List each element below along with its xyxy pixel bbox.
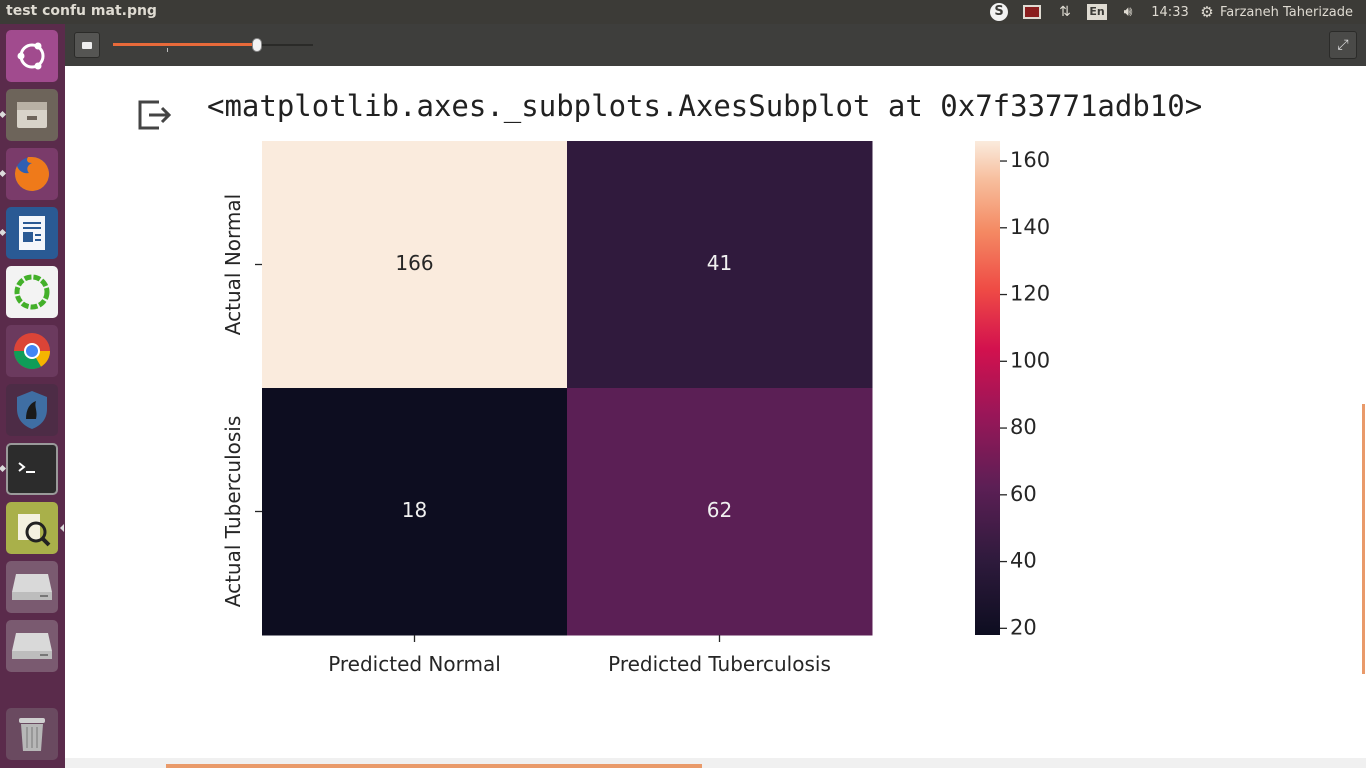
vertical-scroll-indicator[interactable]	[1362, 404, 1365, 674]
y-tick-label: Actual Tuberculosis	[221, 416, 245, 608]
anaconda-navigator-icon[interactable]	[6, 266, 58, 318]
skype-icon[interactable]: S	[989, 2, 1009, 22]
libreoffice-writer-icon[interactable]	[6, 207, 58, 259]
heatmap-cell	[567, 388, 873, 636]
chrome-icon[interactable]	[6, 325, 58, 377]
terminal-icon[interactable]	[6, 443, 58, 495]
cell-value-label: 41	[707, 251, 732, 275]
keyboard-layout-label: En	[1087, 4, 1107, 20]
bottom-strip	[65, 758, 1366, 768]
output-text: <matplotlib.axes._subplots.AxesSubplot a…	[207, 89, 1203, 123]
heatmap-cell	[262, 141, 568, 389]
cell-value-label: 166	[395, 251, 433, 275]
minus-icon	[82, 41, 92, 49]
slider-tick	[167, 48, 168, 52]
colorbar-tick-label: 20	[1010, 615, 1037, 639]
y-tick-label: Actual Normal	[221, 194, 245, 335]
cell-value-label: 62	[707, 498, 732, 522]
file-manager-icon[interactable]	[6, 89, 58, 141]
colorbar	[975, 141, 1000, 635]
skype-glyph: S	[990, 3, 1008, 21]
tor-browser-icon[interactable]	[6, 384, 58, 436]
window-title: test confu mat.png	[6, 3, 157, 19]
network-icon[interactable]: ⇅	[1059, 4, 1071, 20]
colorbar-tick-label: 160	[1010, 148, 1050, 172]
volume-icon[interactable]: 🔊︎	[1123, 4, 1133, 20]
zoom-slider[interactable]	[113, 38, 313, 52]
ubuntu-dash-icon[interactable]	[6, 30, 58, 82]
colorbar-tick-label: 100	[1010, 348, 1050, 372]
firefox-icon[interactable]	[6, 148, 58, 200]
drive-icon[interactable]	[6, 561, 58, 613]
output-icon	[138, 100, 172, 130]
launcher	[0, 24, 65, 768]
keyboard-layout-indicator[interactable]: En	[1087, 2, 1107, 22]
heatmap-cell	[567, 141, 873, 389]
x-tick-label: Predicted Tuberculosis	[608, 652, 831, 676]
expand-icon: ⤢	[1337, 37, 1349, 53]
colorbar-tick-label: 120	[1010, 282, 1050, 306]
colorbar-tick-label: 40	[1010, 549, 1037, 573]
drive-icon[interactable]	[6, 620, 58, 672]
x-tick-label: Predicted Normal	[328, 652, 501, 676]
colorbar-tick-label: 80	[1010, 415, 1037, 439]
document-viewer-icon[interactable]	[6, 502, 58, 554]
heatmap-cell	[262, 388, 568, 636]
confusion-matrix-heatmap: 166 41 18 62 Predicted Normal Predicted Tube…	[221, 141, 1050, 676]
recorder-icon[interactable]	[1020, 2, 1044, 22]
zoom-out-button[interactable]	[74, 32, 100, 58]
slider-handle[interactable]	[252, 38, 262, 52]
viewer-toolbar: ⤢	[65, 24, 1366, 66]
image-canvas: <matplotlib.axes._subplots.AxesSubplot a…	[65, 66, 1366, 768]
colorbar-tick-label: 140	[1010, 215, 1050, 239]
colorbar-tick-label: 60	[1010, 482, 1037, 506]
clock[interactable]: 14:33	[1151, 4, 1189, 20]
cell-value-label: 18	[402, 498, 427, 522]
user-menu[interactable]: Farzaneh Taherizade	[1220, 4, 1353, 20]
settings-gear-icon[interactable]: ⚙	[1200, 3, 1214, 21]
slider-fill	[113, 43, 257, 46]
trash-icon[interactable]	[6, 708, 58, 760]
fullscreen-button[interactable]: ⤢	[1329, 31, 1357, 59]
horizontal-scroll-indicator[interactable]	[166, 764, 702, 768]
top-panel: test confu mat.png S ⇅ En 🔊︎ 14:33 ⚙ Far…	[0, 0, 1366, 24]
